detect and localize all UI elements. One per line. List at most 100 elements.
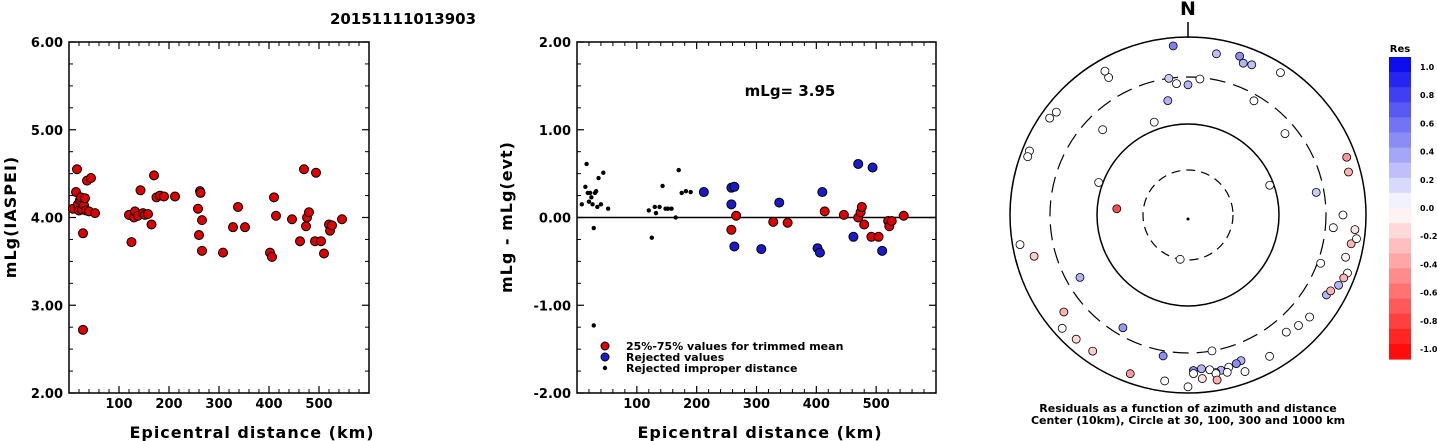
station-residual-point	[1015, 240, 1025, 250]
station-residual-point	[1342, 152, 1352, 162]
station-residual-point	[1265, 180, 1275, 190]
station-residual-point	[1172, 79, 1181, 89]
station-residual-point	[1311, 187, 1321, 197]
x-tick-label: 300	[205, 397, 232, 412]
station-residual-point	[1059, 307, 1069, 317]
magnitude-point	[316, 236, 326, 247]
station-residual-point	[1075, 272, 1085, 282]
improper-distance-point	[601, 170, 606, 175]
station-residual-point	[1212, 375, 1222, 385]
station-residual-point	[1195, 74, 1205, 84]
rejected-point	[698, 187, 709, 198]
north-label: N	[1180, 0, 1196, 20]
magnitude-point	[193, 203, 203, 214]
azimuth-points	[1015, 41, 1361, 392]
station-residual-point	[1158, 351, 1168, 361]
improper-distance-point	[683, 188, 689, 194]
colorbar-tick-label: 0.8	[1420, 91, 1435, 100]
magnitude-point	[146, 219, 157, 230]
improper-distance-point	[587, 190, 593, 196]
station-residual-point	[1045, 113, 1055, 123]
colorbar-tick-label: 0.0	[1420, 204, 1435, 213]
station-residual-point	[1088, 346, 1098, 356]
colorbar-tick-label: 0.4	[1420, 148, 1435, 157]
station-residual-point	[1249, 96, 1259, 106]
x-tick-label: 400	[803, 397, 830, 412]
legend-label-rejected: Rejected values	[626, 351, 725, 364]
x-tick-label: 500	[863, 397, 890, 412]
magnitude-point	[228, 222, 238, 233]
magnitude-plot-frame	[68, 41, 370, 394]
x-tick-label: 300	[743, 397, 770, 412]
improper-distance-point	[653, 210, 659, 216]
colorbar-cell	[1389, 72, 1411, 88]
y-tick-label: 4.00	[31, 212, 63, 227]
colorbar-tick-label: -0.6	[1420, 289, 1437, 298]
colorbar-tick-label: -1.0	[1420, 345, 1437, 354]
legend-marker-trimmed	[600, 341, 610, 351]
legend-marker-rejected	[600, 352, 610, 362]
magnitude-point	[197, 245, 207, 256]
ring-300km	[1049, 76, 1327, 354]
ring-1000km	[1009, 36, 1367, 394]
mlg-annotation: mLg= 3.95	[745, 82, 836, 100]
improper-distance-point	[669, 206, 674, 211]
trimmed-mean-point	[819, 206, 830, 217]
magnitude-point	[78, 228, 88, 239]
y-tick-label: 6.00	[31, 36, 63, 51]
residual-y-label: mLg - mLg(evt)	[497, 141, 516, 293]
station-residual-point	[1247, 60, 1257, 70]
colorbar-cell	[1389, 132, 1411, 149]
rejected-point	[877, 245, 888, 256]
residual-points	[579, 158, 909, 328]
station-residual-point	[1175, 254, 1185, 264]
rejected-point	[853, 158, 864, 169]
station-residual-point	[1276, 68, 1285, 78]
station-residual-point	[1339, 273, 1349, 283]
station-residual-point	[1346, 239, 1356, 249]
station-residual-point	[1118, 323, 1128, 333]
rejected-point	[729, 241, 740, 252]
improper-distance-point	[676, 167, 681, 173]
residual-panel: -2.00 -1.00 0.00 1.00 2.00 100 200 300 400 500 m…	[497, 36, 937, 441]
colorbar-labels: 1.0 0.8 0.6 0.4 0.2 0.0 -0.2 -0.4 -0.6 -0.8 -1.0	[1420, 63, 1437, 354]
x-tick-label: 400	[255, 397, 282, 412]
improper-distance-point	[660, 183, 665, 189]
improper-distance-point	[584, 161, 589, 167]
improper-distance-point	[593, 188, 599, 194]
improper-distance-point	[679, 190, 684, 196]
station-residual-point	[1294, 321, 1303, 330]
trimmed-mean-point	[873, 231, 884, 242]
magnitude-panel: 2.00 3.00 4.00 5.00 6.00 100 200 300 400 500 Epi…	[1, 36, 374, 441]
colorbar-tick-label: 0.2	[1420, 176, 1434, 185]
rejected-point	[814, 247, 825, 258]
station-residual-point	[1334, 280, 1343, 290]
y-tick-label: 3.00	[31, 299, 63, 314]
improper-distance-point	[605, 206, 611, 211]
x-tick-label: 200	[155, 397, 182, 412]
y-tick-label: 5.00	[31, 124, 63, 139]
improper-distance-point	[673, 215, 678, 220]
station-residual-point	[1098, 125, 1108, 135]
magnitude-point	[80, 193, 90, 204]
trimmed-mean-point	[898, 210, 909, 221]
magnitude-point	[287, 214, 297, 225]
magnitude-point	[299, 164, 309, 175]
legend-label-improper: Rejected improper distance	[626, 362, 797, 375]
residual-colorbar: Res 1.0 0.8 0.6 0.4 0.2 0.0 -0.2 -0.4 -0.6 -0.8 -1…	[1389, 44, 1437, 360]
colorbar-cell	[1389, 223, 1411, 239]
magnitude-point	[327, 220, 337, 231]
station-residual-point	[1352, 234, 1361, 244]
magnitude-point	[301, 221, 311, 232]
magnitude-point	[159, 191, 169, 202]
magnitude-point	[86, 173, 96, 184]
magnitude-x-ticks: 100 200 300 400 500	[78, 42, 360, 412]
magnitude-point	[269, 192, 279, 203]
x-tick-label: 500	[305, 397, 332, 412]
station-residual-point	[1238, 58, 1248, 68]
colorbar-tick-label: -0.8	[1420, 317, 1437, 326]
colorbar-cells	[1389, 57, 1411, 360]
ring-30km	[1142, 169, 1234, 261]
magnitude-point	[143, 208, 153, 219]
